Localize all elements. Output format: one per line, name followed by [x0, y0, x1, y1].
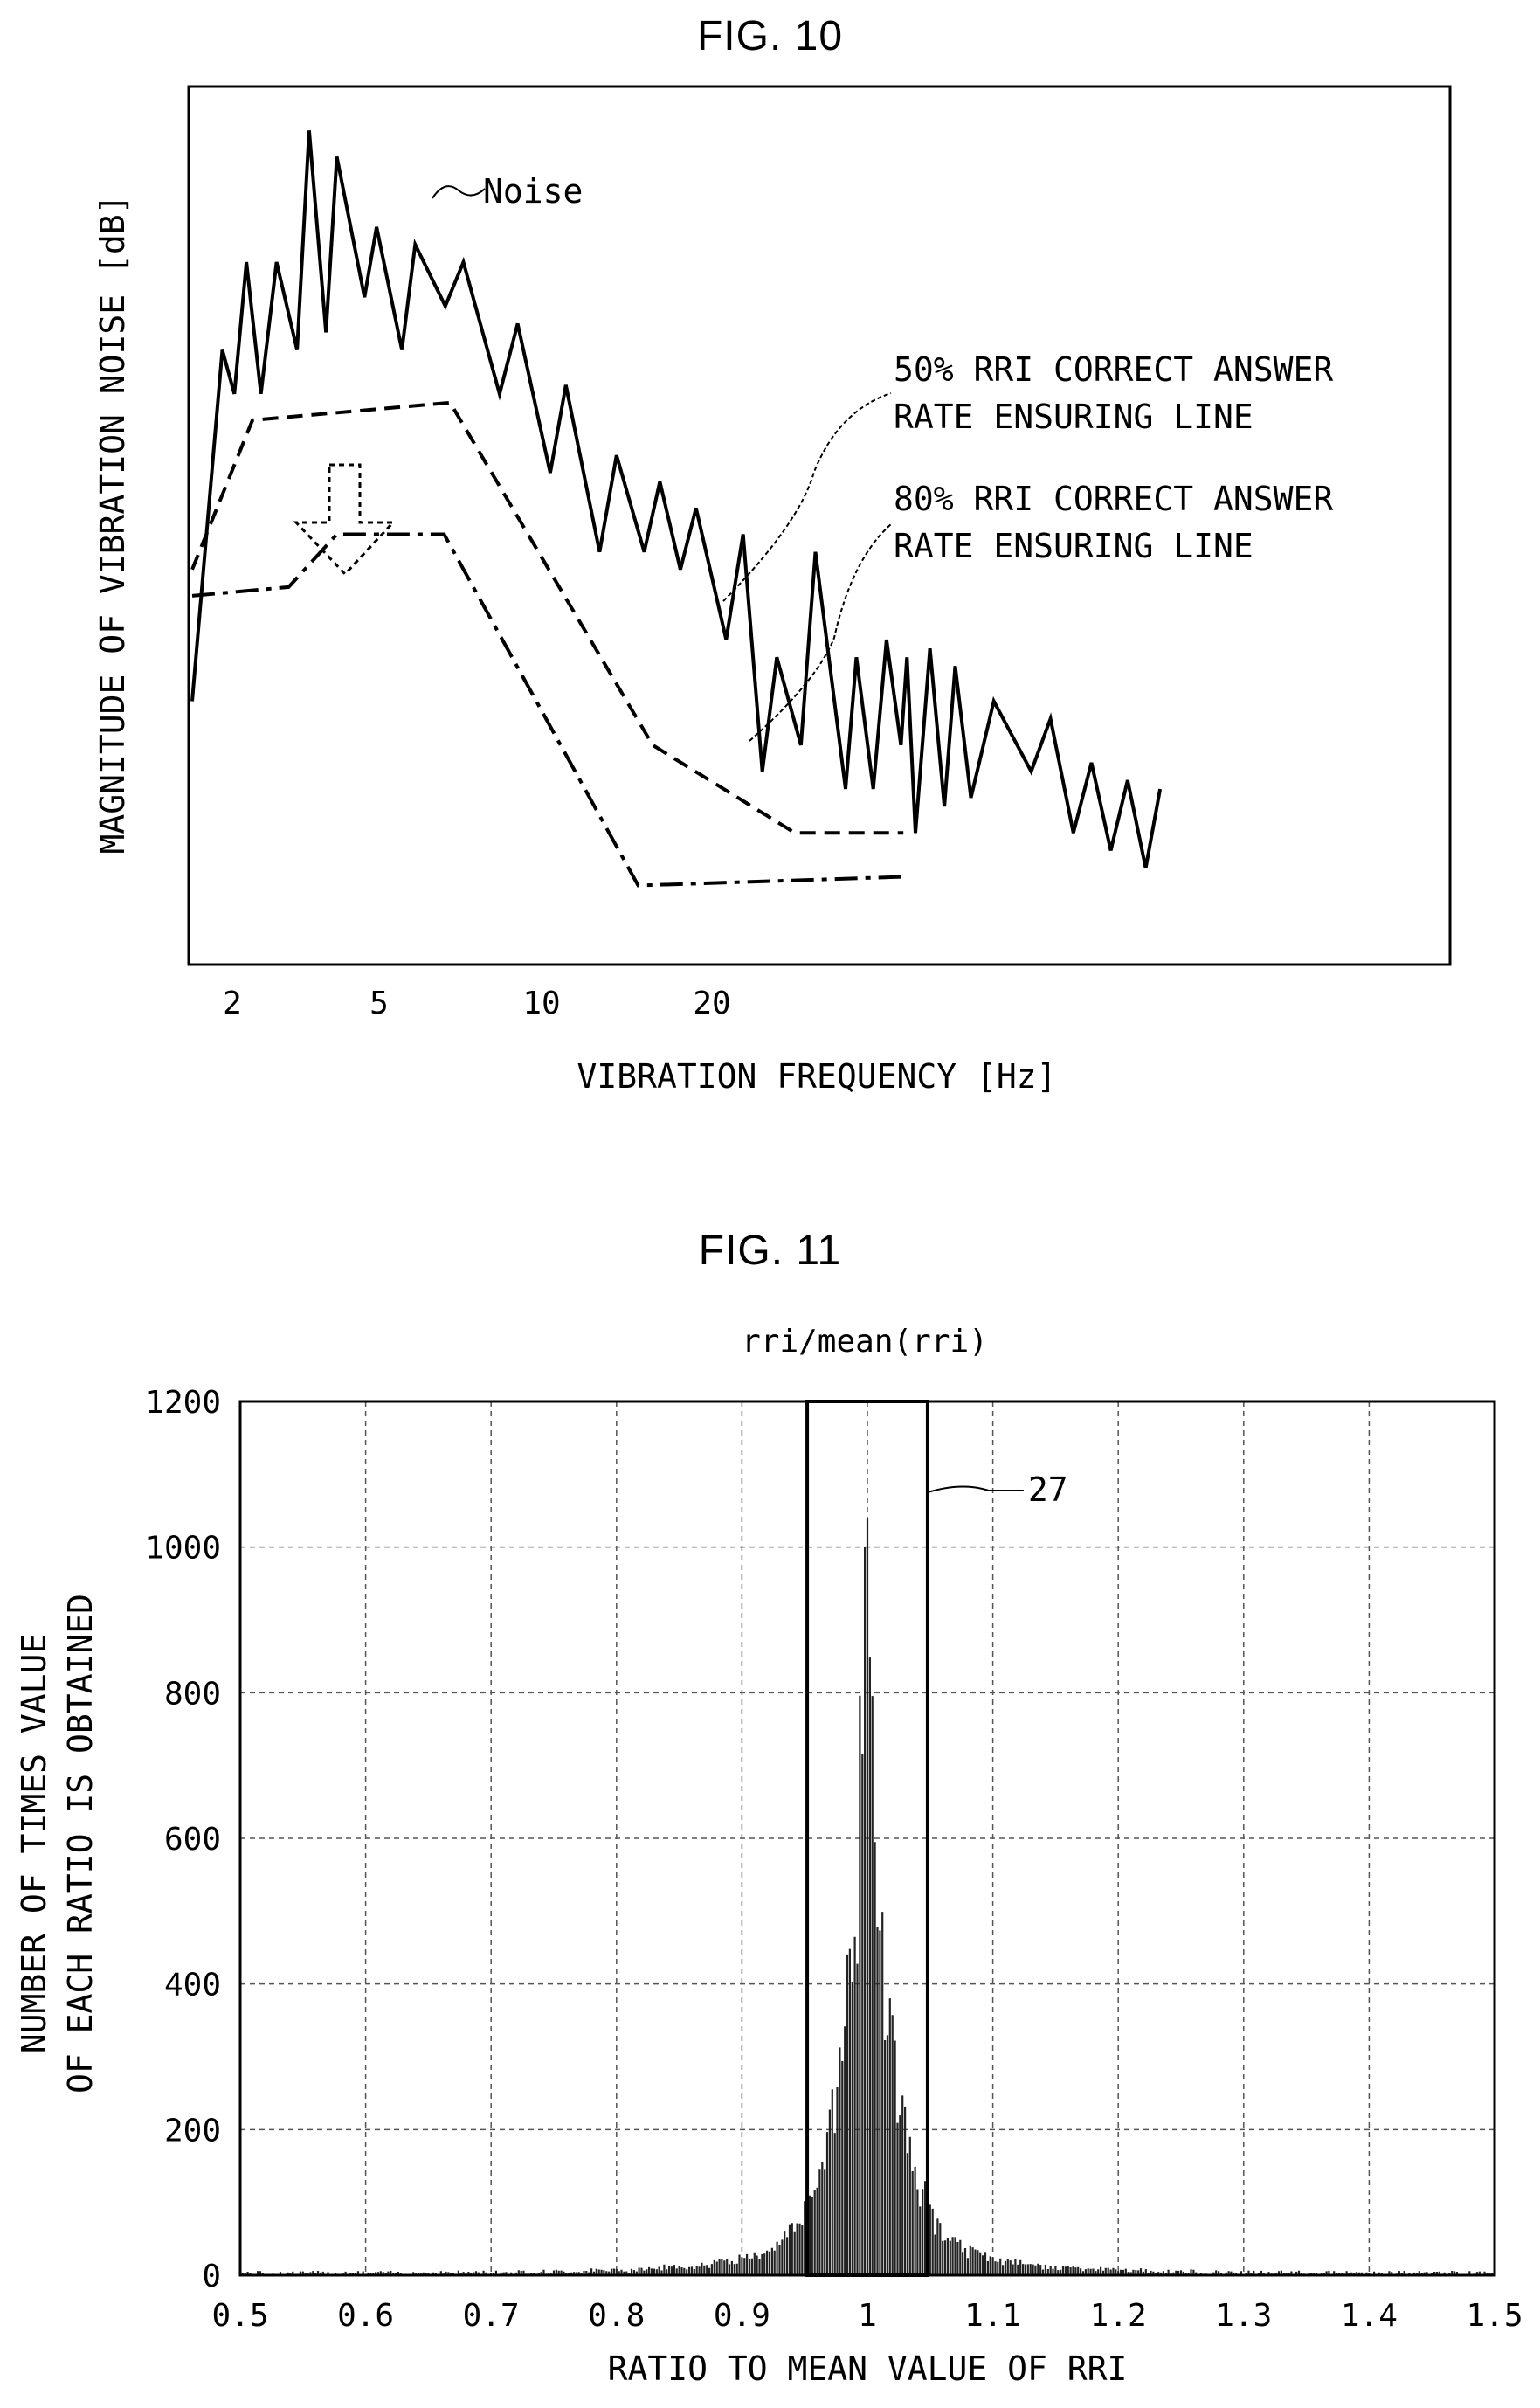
fig10-x-tick: 10	[522, 986, 560, 1021]
fig11-x-ticks: 0.5 0.6 0.7 0.8 0.9 1 1.1 1.2 1.3 1.4 1.5	[211, 2298, 1523, 2334]
fig11-x-tick: 1.4	[1341, 2298, 1398, 2334]
fig10-series-group	[190, 130, 1163, 888]
noise-leader-line	[432, 185, 486, 199]
fig11-y-tick: 0	[202, 2259, 221, 2294]
fig11-x-tick: 0.8	[588, 2298, 645, 2334]
fig11-subtitle: rri/mean(rri)	[742, 1324, 988, 1360]
fig11-x-tick: 0.9	[714, 2298, 770, 2334]
line80-annotation-line2: RATE ENSURING LINE	[894, 527, 1253, 565]
fig11-y-axis-label-line1: NUMBER OF TIMES VALUE	[15, 1634, 53, 2053]
fig10-x-tick: 2	[223, 986, 242, 1021]
fig11-x-tick: 1.5	[1466, 2298, 1523, 2334]
fig10-chart: Noise 50% RRI CORRECT ANSWER RATE ENSURI…	[93, 85, 1452, 1096]
fig11-bars-group	[238, 1518, 1494, 2275]
line80-annotation-line1: 80% RRI CORRECT ANSWER	[894, 480, 1333, 518]
fig11-y-ticks: 0 200 400 600 800 1000 1200	[145, 1385, 221, 2294]
fig10-plot-frame	[187, 85, 1452, 966]
fig11-x-tick: 0.6	[337, 2298, 394, 2334]
fig11-y-tick: 800	[164, 1676, 221, 1712]
highlight-box-label: 27	[1028, 1470, 1068, 1509]
fig11-x-tick: 1.3	[1215, 2298, 1272, 2334]
fig11-y-tick: 400	[164, 1968, 221, 2003]
fig10-title: FIG. 10	[696, 13, 844, 59]
noise-series-line	[190, 130, 1163, 868]
line80-leader-line	[749, 523, 892, 742]
fig11-x-tick: 1.2	[1090, 2298, 1147, 2334]
fig11-y-tick: 1000	[145, 1531, 221, 1567]
fig11-y-axis-label-line2: OF EACH RATIO IS OBTAINED	[61, 1594, 100, 2093]
histogram-bars	[238, 1518, 1494, 2275]
line80-series-line	[191, 532, 904, 888]
line50-leader-line	[722, 392, 892, 602]
box-leader-line	[927, 1485, 1024, 1493]
line50-series-line	[190, 400, 904, 835]
fig10-x-tick: 5	[369, 986, 389, 1021]
down-arrow-icon	[293, 463, 397, 577]
fig11-x-tick: 1.1	[964, 2298, 1021, 2334]
fig10-x-tick: 20	[693, 986, 730, 1021]
fig10-y-axis-label: MAGNITUDE OF VIBRATION NOISE [dB]	[93, 195, 132, 855]
fig11-y-tick: 1200	[145, 1385, 221, 1421]
fig11-x-tick: 0.7	[463, 2298, 520, 2334]
fig11-x-axis-label: RATIO TO MEAN VALUE OF RRI	[608, 2349, 1128, 2388]
line50-annotation-line2: RATE ENSURING LINE	[894, 398, 1253, 436]
highlight-box-27	[805, 1400, 929, 2277]
fig11-y-tick: 200	[164, 2113, 221, 2149]
fig11-title: FIG. 11	[698, 1228, 842, 1274]
fig11-x-tick: 1	[858, 2298, 877, 2334]
fig11-x-tick: 0.5	[211, 2298, 268, 2334]
noise-annotation: Noise	[483, 172, 583, 211]
fig11-y-tick: 600	[164, 1822, 221, 1858]
line50-annotation-line1: 50% RRI CORRECT ANSWER	[894, 350, 1333, 389]
fig10-x-axis-label: VIBRATION FREQUENCY [Hz]	[577, 1057, 1056, 1096]
